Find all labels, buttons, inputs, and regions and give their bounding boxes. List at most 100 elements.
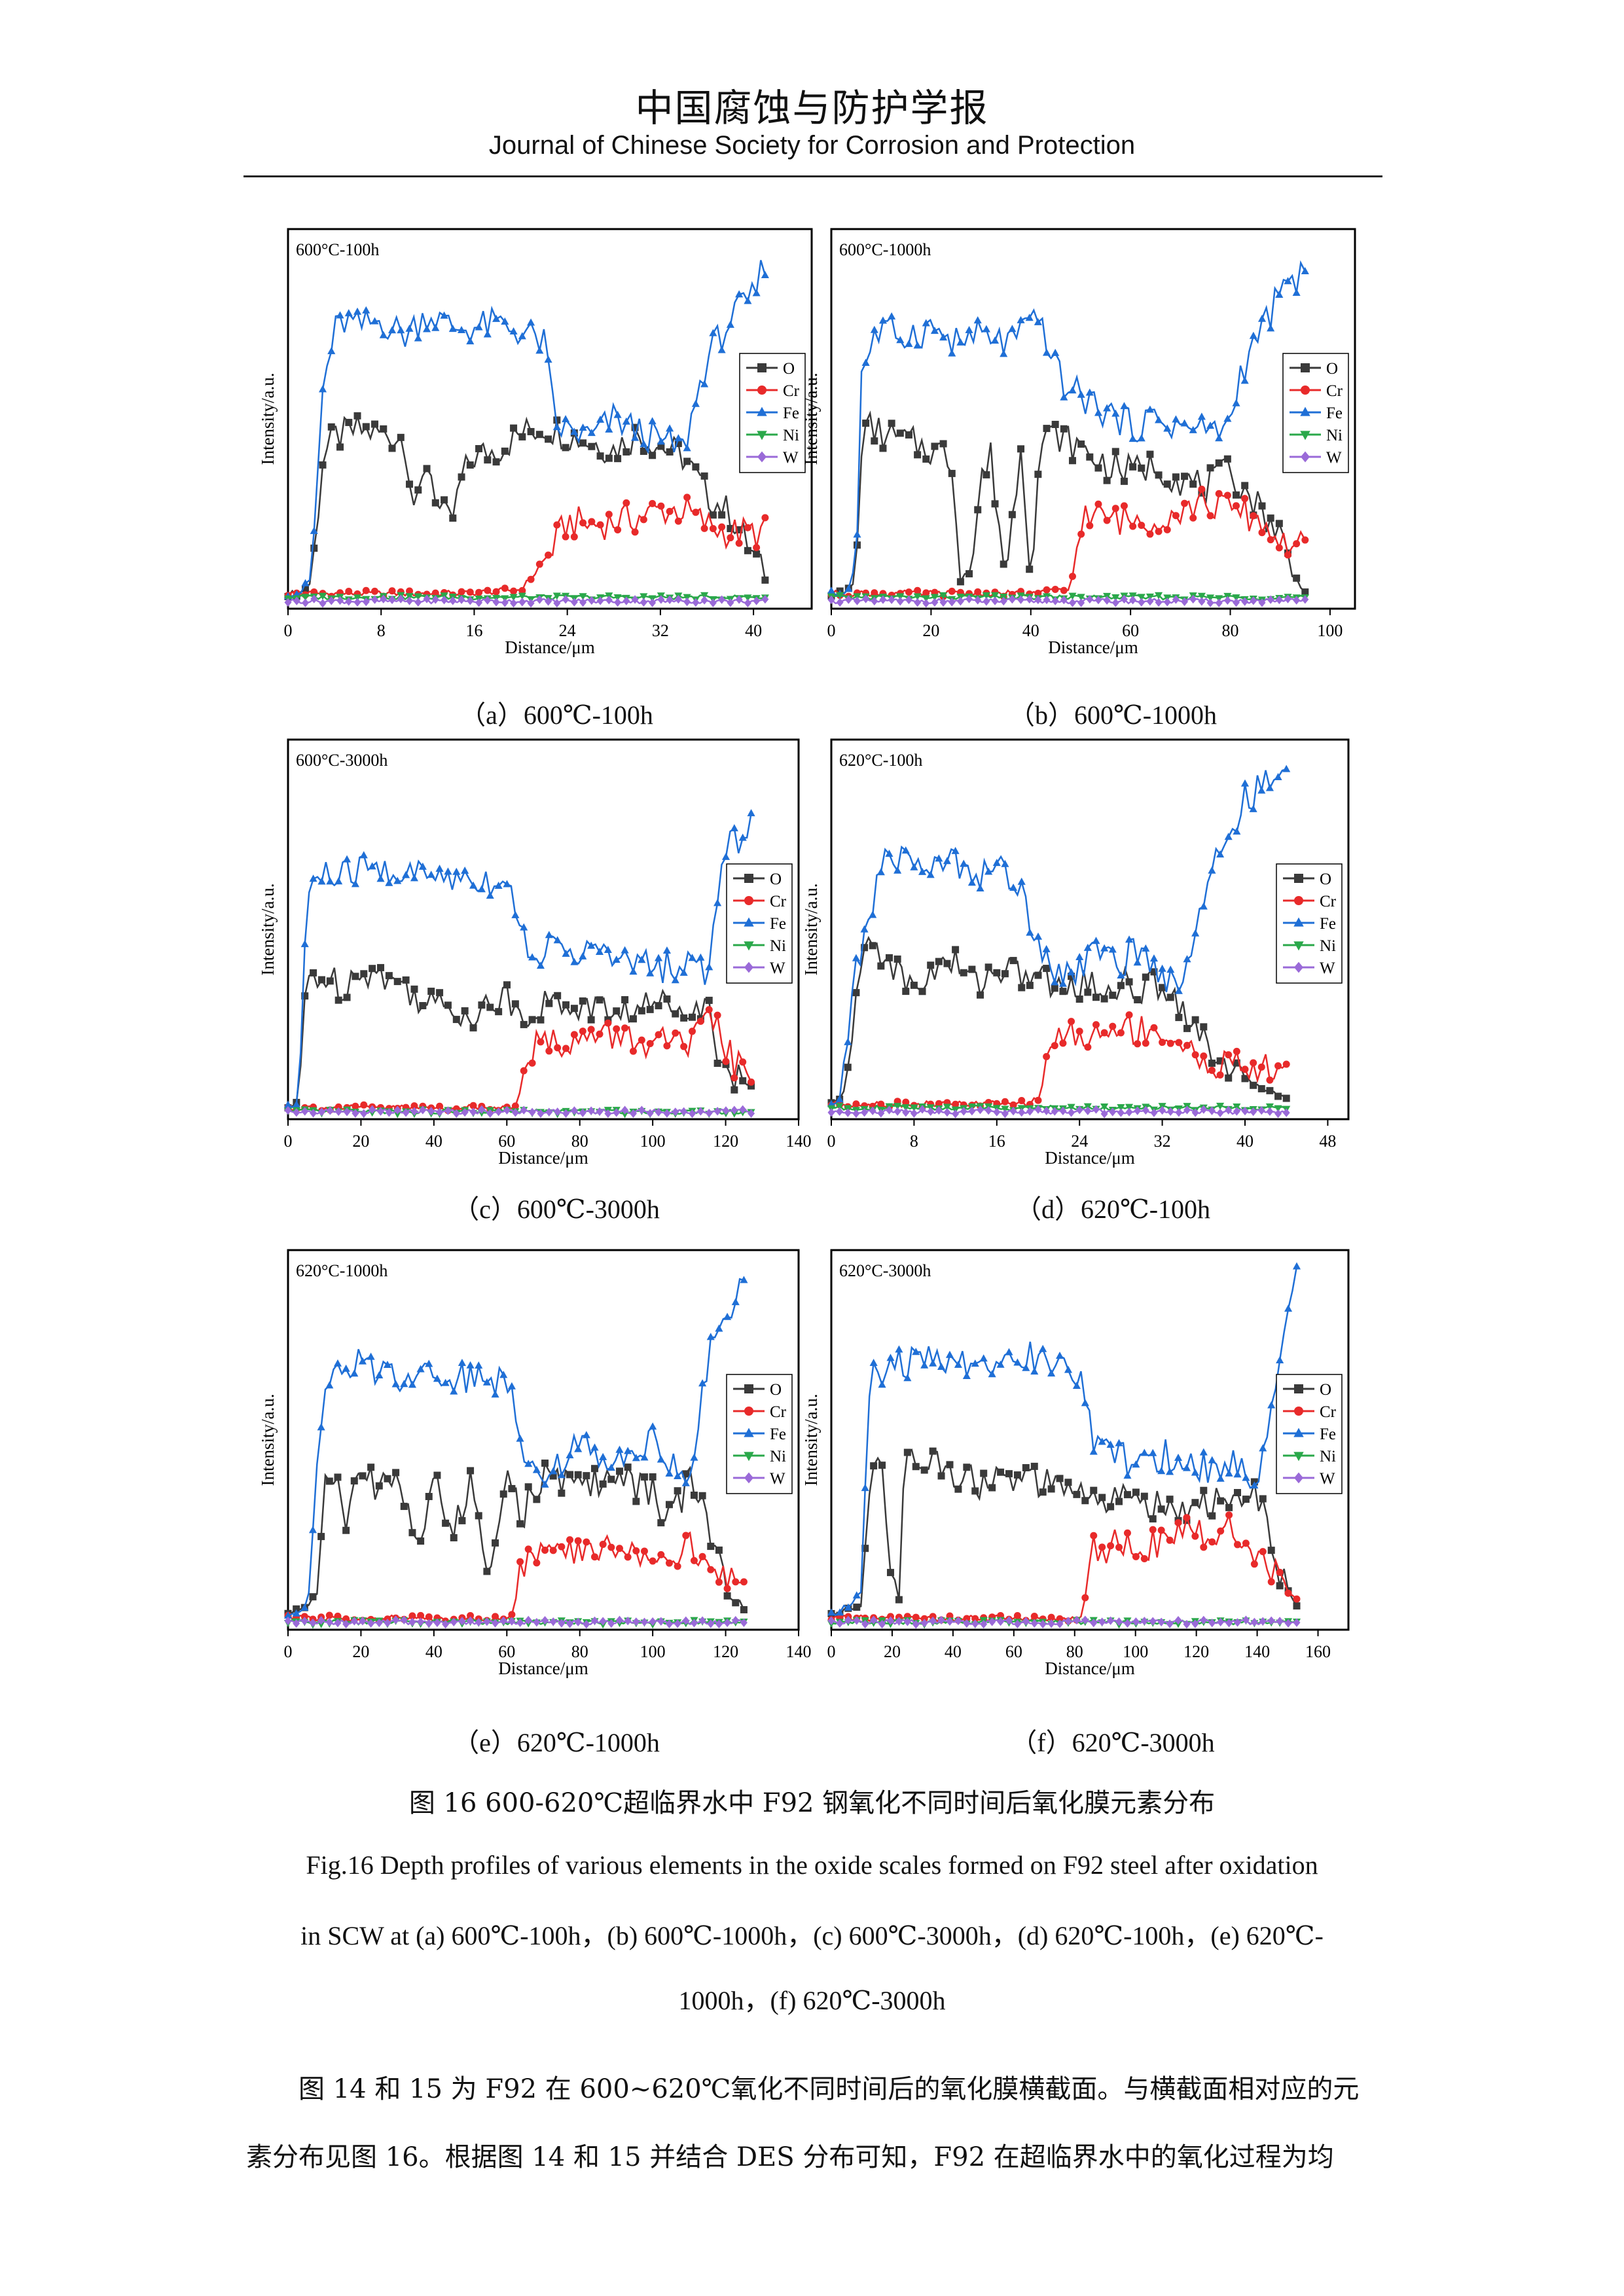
data-point-fe-94 [1216,850,1225,858]
data-point-w-42 [1001,1109,1009,1119]
data-point-o-76 [1142,973,1149,981]
data-point-o-42 [1005,1470,1013,1478]
data-point-o-52 [510,424,518,432]
data-point-fe-84 [1182,1463,1191,1471]
data-point-fe-58 [524,1460,533,1467]
data-point-o-78 [613,1007,621,1015]
data-point-o-50 [1043,425,1051,433]
data-point-o-26 [392,1469,400,1477]
data-point-fe-58 [1077,390,1085,398]
data-point-ni-20 [910,1104,918,1112]
data-point-w-24 [931,598,939,607]
data-point-o-88 [1206,464,1214,472]
data-point-fe-54 [507,1382,516,1390]
data-point-fe-96 [1240,376,1249,384]
data-point-cr-72 [596,521,604,529]
data-point-w-16 [896,596,904,606]
data-point-w-14 [886,1616,894,1625]
data-point-o-90 [674,440,682,448]
data-point-w-96 [1225,1105,1233,1115]
data-point-fe-0 [827,1608,836,1616]
data-point-cr-72 [1125,1011,1133,1019]
data-point-fe-34 [967,878,976,886]
data-point-o-60 [533,1496,541,1503]
data-point-o-24 [931,442,939,450]
data-point-o-54 [518,433,526,440]
data-point-o-26 [393,978,401,986]
data-point-w-98 [1233,1107,1240,1116]
chart-panel-c: 0 20 40 60 80 100 120 140 600°C-3000h Distance/μm… [258,738,812,1168]
data-point-w-84 [649,598,657,607]
data-point-fe-36 [979,1354,988,1362]
data-point-w-0 [827,595,835,605]
data-point-o-82 [1166,994,1174,1001]
data-point-ni-26 [939,592,948,600]
data-point-fe-22 [376,874,385,882]
data-point-w-80 [621,1105,629,1115]
data-point-fe-64 [562,415,570,423]
data-point-cr-18 [905,588,912,596]
legend-label-ni: Ni [1320,937,1336,955]
data-point-cr-100 [698,1552,706,1560]
data-point-o-104 [1257,1085,1265,1092]
data-point-w-94 [674,1619,681,1628]
legend-label-o: O [770,1381,782,1399]
data-point-cr-44 [475,588,483,596]
data-point-cr-76 [1155,528,1163,535]
data-point-w-40 [450,1617,458,1626]
data-point-o-90 [1200,1023,1208,1031]
data-point-w-34 [971,1619,979,1628]
y-axis-label: Intensity/a.u. [801,1394,821,1486]
x-axis-label: Distance/μm [1048,637,1138,657]
data-point-w-106 [1284,594,1291,603]
data-point-fe-50 [501,317,509,325]
data-point-w-60 [537,1109,545,1119]
data-point-w-40 [452,1109,460,1118]
data-point-o-88 [1200,1486,1208,1494]
data-point-cr-48 [1030,1612,1038,1620]
data-point-o-36 [977,991,984,999]
x-tick-label: 120 [713,1132,738,1151]
series-cr [284,493,769,600]
data-point-fe-90 [662,946,671,954]
data-point-fe-4 [301,579,310,586]
data-point-w-88 [1206,598,1214,607]
data-point-w-legend [744,961,753,973]
data-point-w-52 [503,1105,511,1115]
data-point-fe-92 [1208,866,1216,874]
data-point-fe-96 [1233,1470,1242,1478]
data-point-cr-110 [1301,536,1309,544]
data-point-fe-16 [895,1345,903,1353]
data-point-fe-36 [976,884,984,892]
data-point-w-26 [939,598,947,607]
data-point-w-70 [579,1108,586,1117]
data-point-o-86 [1183,1024,1191,1032]
data-point-w-82 [1166,1107,1174,1116]
data-point-fe-62 [541,1480,549,1488]
data-point-w-2 [836,1619,844,1628]
data-point-o-48 [1034,471,1042,478]
data-point-fe-88 [666,424,674,432]
data-point-fe-10 [326,877,334,885]
data-point-fe-16 [353,307,362,315]
data-point-o-6 [853,541,861,549]
data-point-o-106 [1276,1582,1284,1590]
data-point-fe-108 [731,1298,740,1306]
data-point-w-54 [1056,1619,1064,1628]
series-line-fe [287,260,767,598]
data-point-ni-8 [318,592,327,600]
data-point-cr-90 [1215,490,1223,497]
data-point-fe-78 [1163,424,1172,432]
data-point-o-26 [939,440,947,448]
data-point-fe-48 [1030,1367,1039,1375]
data-point-fe-52 [499,1371,508,1378]
x-tick-label: 20 [352,1132,369,1151]
data-point-fe-82 [640,440,648,448]
data-point-fe-36 [435,865,444,872]
data-point-o-46 [484,456,492,464]
data-point-o-58 [1073,1490,1081,1498]
data-point-w-86 [1191,1619,1199,1628]
data-point-fe-86 [657,437,665,445]
data-point-cr-108 [1284,1589,1292,1597]
legend-label-cr: Cr [1326,382,1343,400]
